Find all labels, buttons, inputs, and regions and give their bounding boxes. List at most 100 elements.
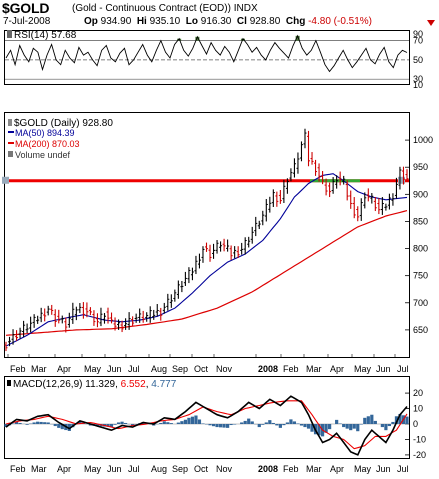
lo-value: 916.30 — [200, 16, 232, 27]
macd-histogram-bar — [53, 424, 57, 427]
line-handle-right — [398, 176, 405, 184]
macd-histogram-bar — [46, 422, 50, 424]
macd-histogram-bar — [289, 419, 293, 424]
macd-histogram-bar — [328, 424, 332, 430]
x-axis-label: Mar — [31, 364, 47, 374]
rsi-y-tick-label: 50 — [413, 55, 423, 65]
x-axis-label: Feb — [283, 364, 299, 374]
macd-histogram-bar — [303, 424, 307, 428]
x-axis-label: Jun — [107, 364, 122, 374]
exchange-text: INDX — [233, 3, 258, 14]
macd-histogram-bar — [226, 424, 230, 428]
rsi-line — [5, 34, 408, 73]
price-plot: 1000 950 900 850 800 750 700 650 — [2, 128, 433, 352]
macd-histogram-bar — [201, 423, 205, 424]
x-axis-label: Aug — [151, 364, 167, 374]
cl-value: 928.80 — [249, 16, 281, 27]
macd-histogram-bar — [131, 424, 135, 426]
macd-histogram-bar — [391, 421, 395, 424]
macd-histogram-bar — [345, 424, 349, 429]
chart-header: $GOLD (Gold - Continuous Contract (EOD))… — [0, 0, 439, 30]
macd-histogram-bar — [356, 424, 360, 432]
macd-histogram-bar — [229, 424, 233, 426]
hi-value: 935.10 — [149, 16, 181, 27]
macd-histogram-bar — [190, 416, 195, 424]
ma50-legend-swatch — [8, 131, 14, 133]
macd-histogram-bar — [18, 422, 22, 424]
line-handle-left — [2, 176, 9, 184]
x-axis-label: Aug — [151, 464, 167, 474]
x-axis-label: Jun — [107, 464, 122, 474]
macd-histogram-bar — [14, 421, 19, 424]
chg-label: Chg — [285, 16, 306, 27]
x-axis-label: May — [354, 364, 372, 374]
macd-histogram-bar — [113, 424, 117, 425]
description-text: (Gold - Continuous Contract (EOD)) — [72, 3, 231, 14]
macd-histogram-bar — [310, 424, 314, 432]
ma200-legend-swatch — [8, 142, 14, 144]
x-axis-label: Apr — [57, 464, 71, 474]
macd-histogram-bar — [106, 424, 110, 427]
macd-histogram-bar — [394, 416, 399, 424]
macd-histogram-bar — [11, 423, 15, 424]
macd-histogram-bar — [211, 424, 216, 427]
x-axis-label: Jun — [376, 464, 391, 474]
macd-histogram-bar — [387, 424, 392, 427]
price-y-tick-label: 950 — [413, 162, 428, 172]
price-y-tick-label: 750 — [413, 271, 428, 281]
macd-histogram-bar — [95, 424, 100, 427]
lo-label: Lo — [185, 16, 198, 27]
macd-histogram-bar — [268, 420, 272, 424]
macd-y-tick-label: 0 — [413, 419, 418, 429]
x-axis-label: Mar — [31, 464, 47, 474]
macd-histogram-bar — [317, 424, 321, 436]
volume-legend-icon — [8, 151, 13, 157]
price-y-tick-label: 700 — [413, 298, 428, 308]
macd-histogram-bar — [4, 424, 8, 428]
macd-legend-icon — [7, 380, 11, 386]
macd-histogram-bar — [373, 420, 377, 424]
x-axis-label: Feb — [283, 464, 299, 474]
macd-histogram-bar — [222, 424, 226, 428]
quote-values: Op 934.90 Hi 935.10 Lo 916.30 Cl 928.80 … — [84, 16, 372, 27]
macd-histogram-bar — [250, 421, 254, 424]
price-y-tick-label: 850 — [413, 216, 428, 226]
macd-histogram-bar — [240, 422, 244, 424]
rsi-legend-icon — [7, 30, 12, 38]
macd-histogram-bar — [78, 421, 82, 424]
macd-histogram-bar — [57, 424, 61, 428]
macd-signal-value: 6.552 — [121, 379, 146, 390]
price-y-tick-label: 1000 — [413, 135, 433, 145]
x-axis-label: Apr — [57, 364, 71, 374]
rsi-legend: RSI(14) 57.68 — [14, 30, 77, 41]
macd-histogram-bar — [176, 422, 180, 424]
macd-histogram-bar — [166, 422, 170, 424]
macd-histogram-bar — [405, 416, 409, 424]
macd-histogram-bar — [296, 423, 300, 424]
macd-histogram-bar — [233, 424, 237, 425]
x-axis-label: Apr — [330, 464, 344, 474]
macd-histogram-bar — [197, 419, 202, 424]
price-y-tick-label: 650 — [413, 325, 428, 335]
x-axis-label: Nov — [216, 464, 233, 474]
macd-histogram-bar — [169, 423, 173, 424]
op-label: Op — [84, 16, 98, 27]
macd-histogram-bar — [257, 424, 261, 428]
macd-histogram-bar — [275, 424, 279, 426]
price-y-tick-label: 900 — [413, 189, 428, 199]
x-axis-label: May — [354, 464, 372, 474]
macd-hist-value: 4.777 — [151, 379, 176, 390]
macd-histogram-bar — [123, 422, 128, 424]
macd-histogram-bar — [278, 424, 282, 428]
x-axis-label: Jun — [376, 364, 391, 374]
x-axis-labels-bottom: Feb Mar Apr May Jun Jul Aug Sep Oct Nov 2008 Feb Mar… — [10, 464, 409, 474]
x-axis-label: Oct — [194, 364, 209, 374]
price-legend-icon — [8, 119, 12, 126]
rsi-y-tick-label: 70 — [413, 36, 423, 46]
x-axis-label: Nov — [216, 364, 233, 374]
rsi-y-tick-label: 10 — [413, 80, 423, 90]
x-axis-label: Apr — [330, 364, 344, 374]
macd-histogram-bar — [384, 424, 388, 431]
macd-histogram-bar — [60, 424, 64, 430]
macd-histogram-bar — [342, 424, 346, 428]
